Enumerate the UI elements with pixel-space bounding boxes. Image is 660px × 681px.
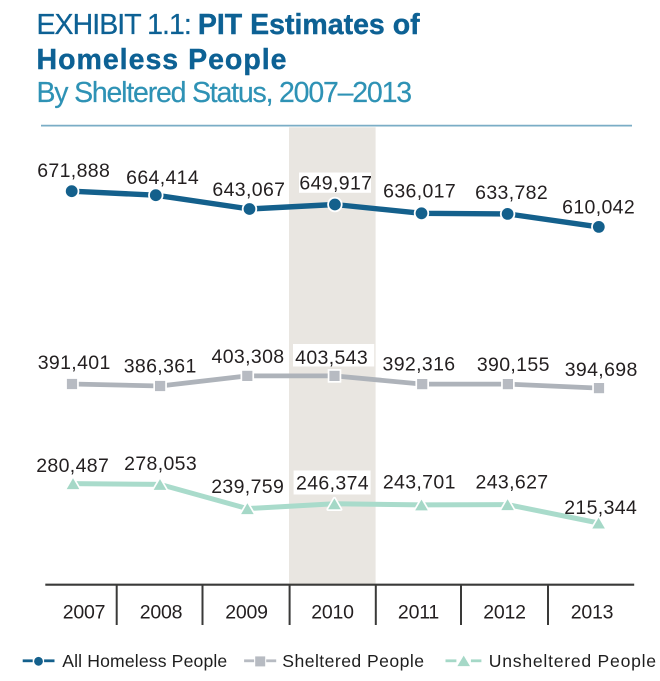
svg-text:649,917: 649,917 xyxy=(299,173,372,195)
svg-text:394,698: 394,698 xyxy=(565,359,638,381)
svg-text:Unsheltered People: Unsheltered People xyxy=(489,651,657,671)
svg-text:633,782: 633,782 xyxy=(475,182,548,204)
svg-text:2007: 2007 xyxy=(63,602,106,624)
svg-text:390,155: 390,155 xyxy=(477,354,550,376)
svg-text:386,361: 386,361 xyxy=(124,355,197,377)
svg-text:246,374: 246,374 xyxy=(296,472,369,494)
svg-text:392,316: 392,316 xyxy=(383,353,456,375)
svg-text:2012: 2012 xyxy=(483,602,526,624)
svg-text:2011: 2011 xyxy=(398,602,439,624)
svg-text:243,701: 243,701 xyxy=(383,472,456,494)
svg-text:All Homeless People: All Homeless People xyxy=(62,651,227,671)
svg-text:643,067: 643,067 xyxy=(212,179,285,201)
svg-text:671,888: 671,888 xyxy=(37,160,110,182)
svg-text:278,053: 278,053 xyxy=(124,453,197,475)
svg-text:By Sheltered Status, 2007–2013: By Sheltered Status, 2007–2013 xyxy=(37,77,412,109)
svg-text:243,627: 243,627 xyxy=(476,472,549,494)
svg-text:2013: 2013 xyxy=(571,602,614,624)
svg-text:215,344: 215,344 xyxy=(564,497,637,519)
svg-text:391,401: 391,401 xyxy=(38,352,111,374)
svg-text:664,414: 664,414 xyxy=(126,167,199,189)
svg-text:403,543: 403,543 xyxy=(295,347,368,369)
svg-text:2008: 2008 xyxy=(140,602,183,624)
svg-text:Homeless People: Homeless People xyxy=(37,44,288,76)
svg-text:Sheltered People: Sheltered People xyxy=(282,651,424,671)
svg-text:636,017: 636,017 xyxy=(383,180,456,202)
svg-text:239,759: 239,759 xyxy=(211,476,284,498)
svg-text:2009: 2009 xyxy=(225,602,268,624)
svg-text:280,487: 280,487 xyxy=(36,455,109,477)
svg-text:EXHIBIT 1.1: PIT Estimates of: EXHIBIT 1.1: PIT Estimates of xyxy=(37,9,421,41)
svg-text:403,308: 403,308 xyxy=(212,346,285,368)
svg-text:2010: 2010 xyxy=(311,602,354,624)
svg-text:610,042: 610,042 xyxy=(562,197,635,219)
